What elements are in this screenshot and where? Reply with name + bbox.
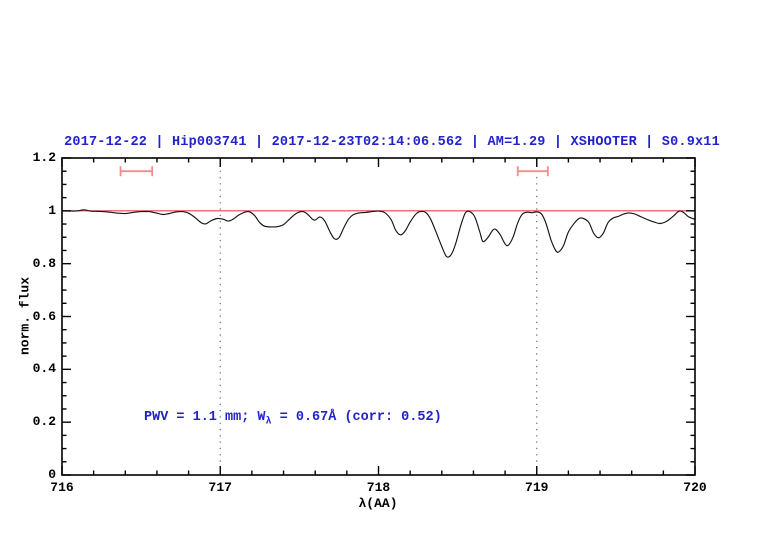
pwv-annotation-pre: PWV = 1.1 mm; W [144, 410, 266, 425]
pwv-annotation: PWV = 1.1 mm; Wλ = 0.67Å (corr: 0.52) [144, 410, 442, 428]
y-tick-label: 0.2 [32, 414, 56, 430]
observation-title: 2017-12-22 | Hip003741 | 2017-12-23T02:1… [64, 135, 720, 150]
y-tick-label: 0.6 [32, 308, 56, 324]
y-tick-label: 1 [48, 202, 56, 218]
y-tick-label: 0.8 [32, 255, 56, 271]
spectrum-line [61, 209, 696, 258]
pwv-annotation-post: = 0.67Å (corr: 0.52) [271, 410, 442, 425]
pwv-annotation-lambda-subscript: λ [265, 416, 272, 428]
x-tick-label: 718 [366, 480, 391, 495]
y-tick-label: 1.2 [32, 150, 56, 165]
x-tick-label: 719 [525, 480, 549, 495]
y-tick-label: 0.4 [32, 361, 56, 377]
x-axis-label: λ(AA) [358, 496, 398, 511]
x-tick-label: 716 [50, 480, 74, 495]
x-tick-label: 720 [683, 480, 707, 495]
y-tick-label: 0 [48, 467, 56, 482]
x-tick-label: 717 [208, 480, 232, 495]
